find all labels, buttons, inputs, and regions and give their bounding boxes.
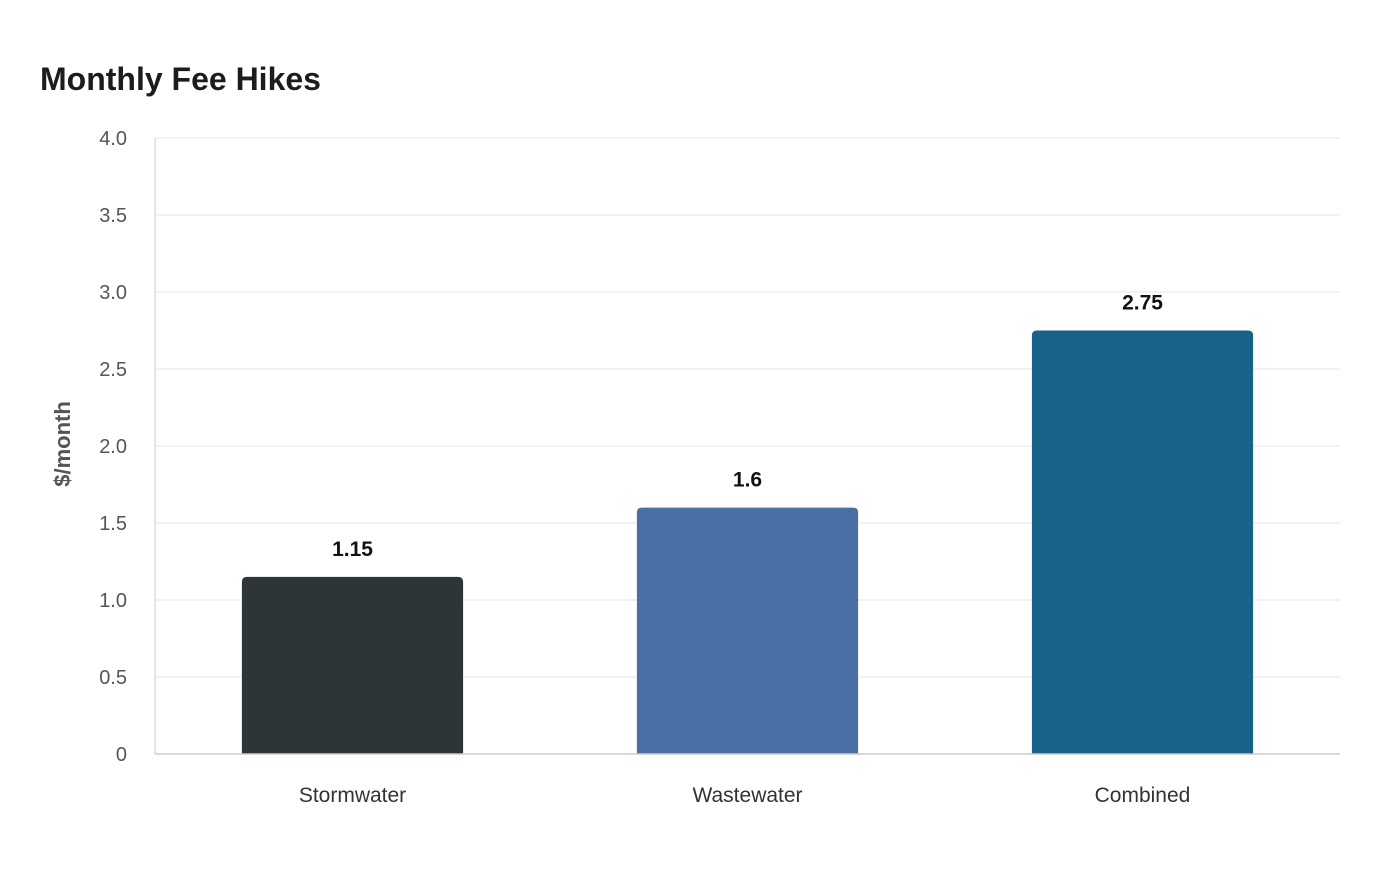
bar-wastewater — [636, 507, 859, 754]
y-tick-label: 2.5 — [99, 359, 127, 381]
x-tick-label: Wastewater — [692, 784, 802, 807]
y-tick-label: 0.5 — [99, 667, 127, 689]
y-tick-label: 0 — [116, 744, 127, 766]
data-labels: 1.15 1.6 2.75 — [332, 292, 1163, 561]
y-tick-label: 1.0 — [99, 590, 127, 612]
x-tick-label: Combined — [1095, 784, 1191, 807]
y-tick-labels: 0 0.5 1.0 1.5 2.0 2.5 3.0 3.5 4.0 — [99, 128, 127, 766]
y-tick-label: 3.5 — [99, 205, 127, 227]
y-axis-title: $/month — [50, 401, 75, 487]
y-tick-label: 3.0 — [99, 282, 127, 304]
bar-stormwater — [241, 576, 464, 754]
x-tick-labels: Stormwater Wastewater Combined — [299, 784, 1191, 807]
data-label: 1.6 — [733, 469, 762, 492]
x-tick-label: Stormwater — [299, 784, 406, 807]
bar-combined — [1031, 330, 1254, 754]
y-tick-label: 1.5 — [99, 513, 127, 535]
axes — [154, 138, 1340, 755]
data-label: 1.15 — [332, 538, 373, 561]
bars — [241, 330, 1254, 754]
data-label: 2.75 — [1122, 292, 1163, 315]
chart-title: Monthly Fee Hikes — [40, 61, 321, 97]
y-tick-label: 2.0 — [99, 436, 127, 458]
y-tick-label: 4.0 — [99, 128, 127, 150]
